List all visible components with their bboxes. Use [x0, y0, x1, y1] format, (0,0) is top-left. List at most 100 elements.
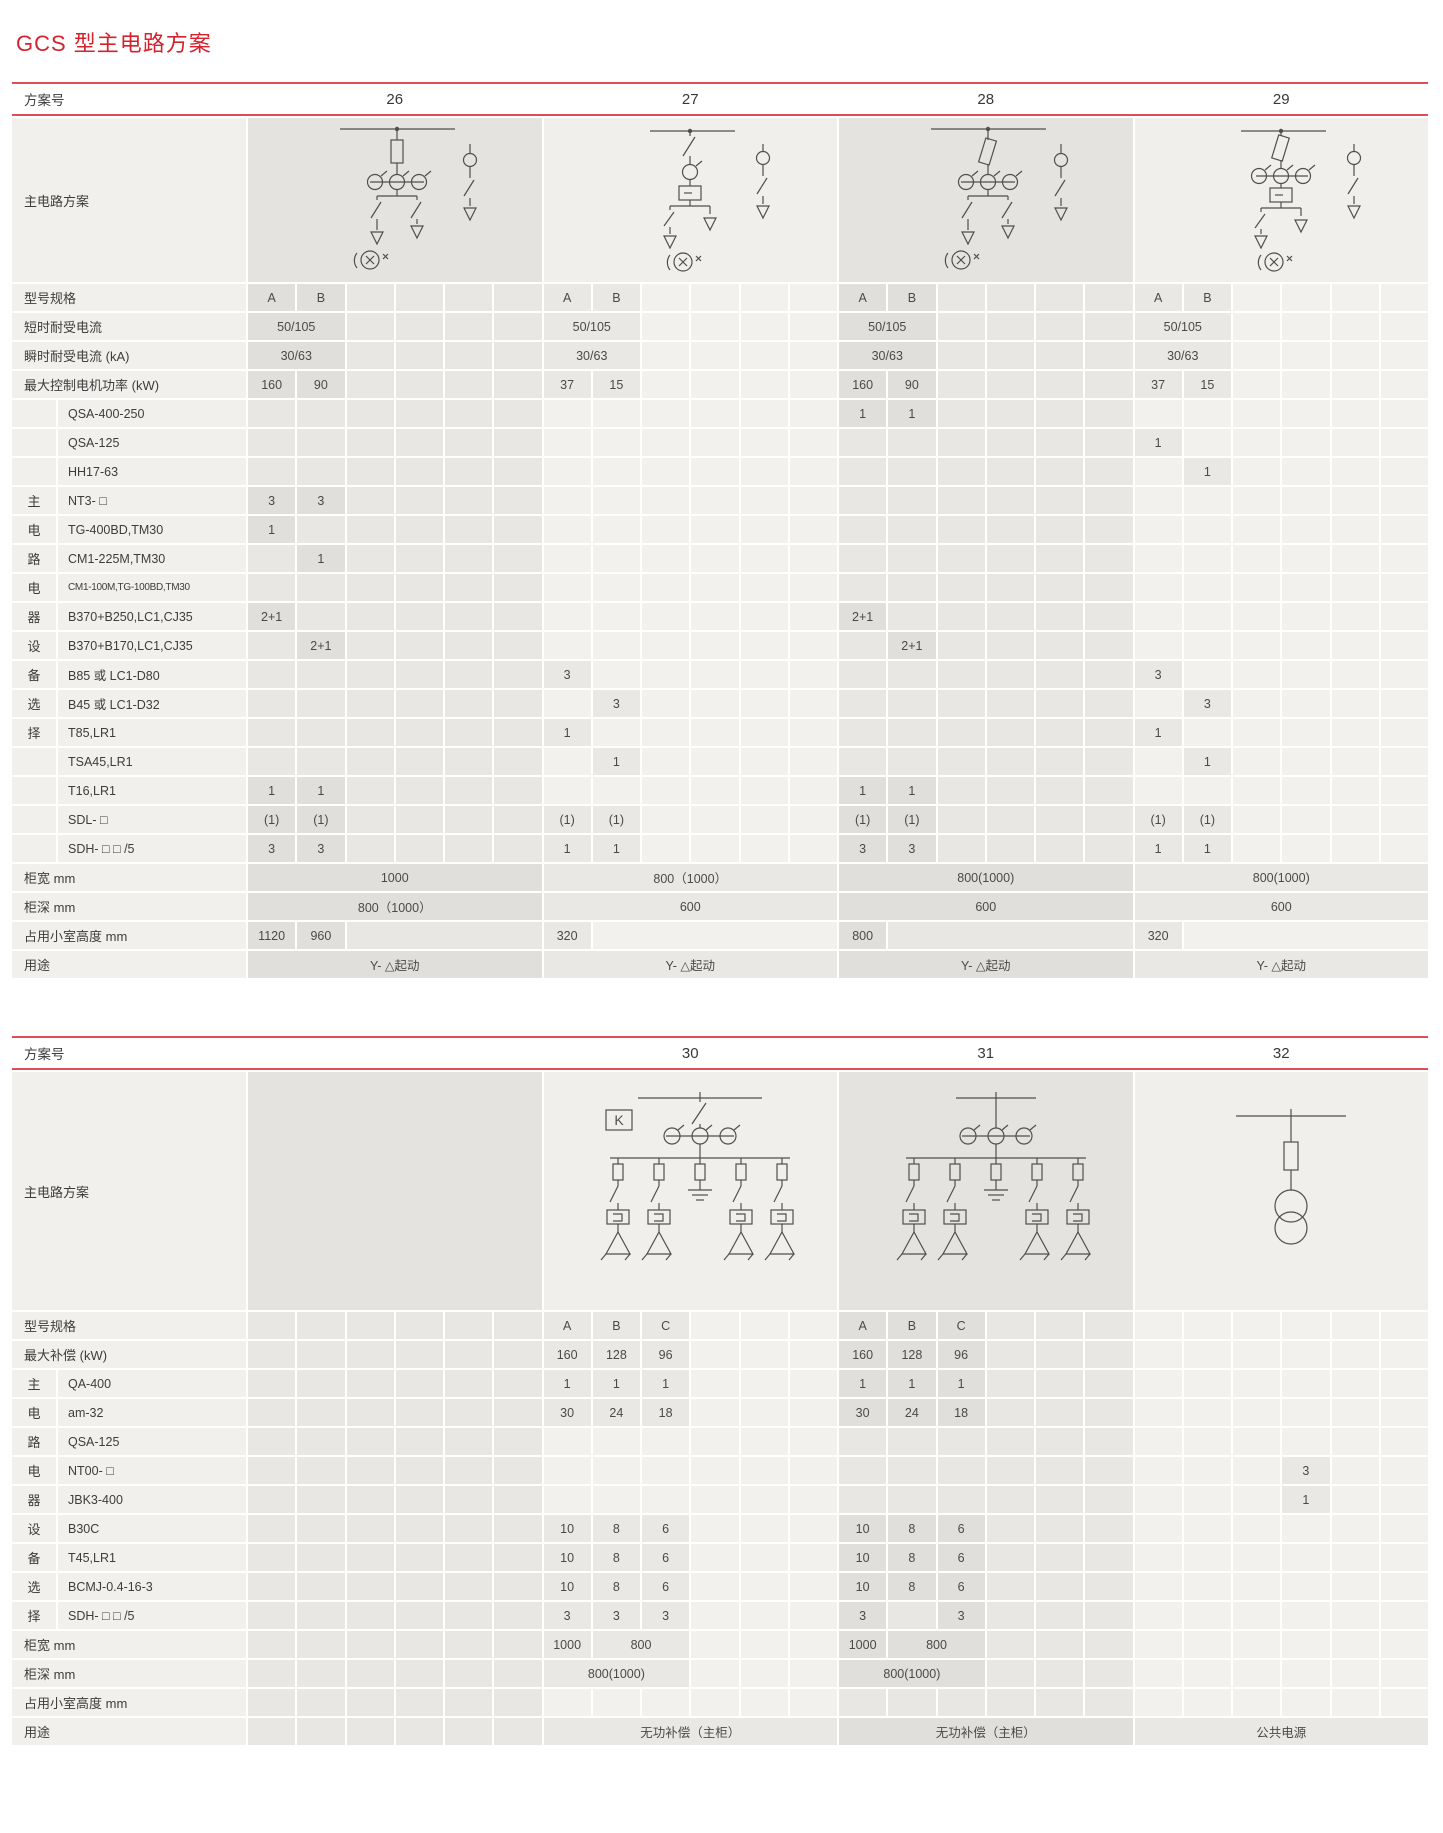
empty-cell — [1036, 1399, 1084, 1426]
empty-cell — [494, 1631, 542, 1658]
empty-cell — [592, 516, 640, 543]
empty-cell — [642, 545, 690, 572]
empty-cell — [1036, 371, 1084, 398]
empty-cell — [986, 1515, 1034, 1542]
empty-cell — [740, 1515, 788, 1542]
empty-cell — [494, 748, 542, 775]
empty-cell — [1085, 1341, 1133, 1368]
empty-cell — [445, 284, 493, 311]
empty-cell — [592, 1486, 640, 1513]
empty-cell — [297, 719, 345, 746]
empty-cell — [592, 400, 640, 427]
empty-cell — [1380, 1428, 1428, 1455]
empty-cell — [937, 516, 985, 543]
value-cell: Y- △起动 — [839, 951, 1133, 978]
value-cell: 15 — [1183, 371, 1231, 398]
row-label-group: QSA-400-250 — [12, 400, 246, 427]
empty-cell — [642, 777, 690, 804]
empty-cell — [297, 1312, 345, 1339]
empty-cell — [888, 1602, 936, 1629]
empty-cell — [1085, 1573, 1133, 1600]
empty-cell — [1183, 487, 1231, 514]
scheme-block — [839, 1428, 1133, 1455]
empty-cell — [789, 1515, 837, 1542]
scheme-block: 3 — [543, 661, 837, 688]
empty-cell — [986, 1660, 1034, 1687]
empty-cell — [592, 777, 640, 804]
scheme-block — [248, 690, 542, 717]
empty-cell — [494, 400, 542, 427]
empty-cell — [592, 545, 640, 572]
empty-cell — [494, 806, 542, 833]
empty-cell — [346, 1370, 394, 1397]
empty-cell — [986, 1573, 1034, 1600]
value-cell: A — [839, 284, 887, 311]
empty-cell — [1134, 1341, 1182, 1368]
empty-cell — [297, 1515, 345, 1542]
empty-cell — [543, 603, 591, 630]
empty-cell — [789, 1399, 837, 1426]
scheme-number-label: 方案号 — [24, 1047, 65, 1062]
empty-cell — [395, 313, 443, 340]
empty-cell — [1183, 574, 1231, 601]
value-cell: 3 — [297, 835, 345, 862]
empty-cell — [346, 719, 394, 746]
empty-cell — [395, 1370, 443, 1397]
empty-cell — [642, 284, 690, 311]
empty-cell — [1380, 777, 1428, 804]
empty-cell — [1380, 661, 1428, 688]
empty-cell — [1380, 835, 1428, 862]
empty-cell — [888, 748, 936, 775]
empty-cell — [395, 1457, 443, 1484]
empty-cell — [1036, 313, 1084, 340]
scheme-number: 26 — [386, 90, 404, 108]
scheme-block — [543, 632, 837, 659]
empty-cell — [346, 429, 394, 456]
empty-cell — [1183, 632, 1231, 659]
empty-cell — [642, 574, 690, 601]
empty-cell — [445, 719, 493, 746]
empty-cell — [494, 1718, 542, 1745]
empty-cell — [1233, 690, 1281, 717]
empty-cell — [248, 748, 296, 775]
value-cell: 800（1000） — [248, 893, 542, 920]
empty-cell — [248, 1689, 296, 1716]
equipment-name: HH17-63 — [58, 458, 246, 485]
scheme-block — [839, 1486, 1133, 1513]
empty-cell — [1233, 1341, 1281, 1368]
empty-cell — [395, 690, 443, 717]
table-row: QSA-125 1 — [12, 429, 1428, 456]
value-cell: (1) — [1134, 806, 1182, 833]
table-row: 柜深 mm 800（1000） 600 600 600 — [12, 893, 1428, 920]
table-row: 最大控制电机功率 (kW) 160 90 37 15 160 90 37 15 — [12, 371, 1428, 398]
value-cell: 1 — [592, 835, 640, 862]
value-cell: 1000 — [543, 1631, 591, 1658]
table-row: T16,LR1 1 1 1 1 — [12, 777, 1428, 804]
empty-cell — [1331, 1573, 1379, 1600]
empty-cell — [1134, 1544, 1182, 1571]
scheme-block: 1000 800 — [839, 1631, 1133, 1658]
scheme-block — [839, 458, 1133, 485]
empty-cell — [297, 1428, 345, 1455]
empty-cell — [937, 284, 985, 311]
value-cell: 800 — [592, 1631, 690, 1658]
empty-cell — [1134, 1602, 1182, 1629]
empty-cell — [543, 690, 591, 717]
empty-cell — [297, 1457, 345, 1484]
empty-cell — [494, 1341, 542, 1368]
empty-cell — [494, 603, 542, 630]
table-row: 器 JBK3-400 1 — [12, 1486, 1428, 1513]
empty-cell — [691, 1660, 739, 1687]
value-cell: 800（1000） — [543, 864, 837, 891]
row-label: 占用小室高度 mm — [12, 1689, 246, 1716]
scheme-block: 30/63 — [1134, 342, 1428, 369]
value-cell: 3 — [592, 1602, 640, 1629]
empty-cell — [1233, 1602, 1281, 1629]
empty-cell — [1085, 1689, 1133, 1716]
empty-cell — [1282, 1602, 1330, 1629]
empty-cell — [1134, 690, 1182, 717]
empty-cell — [297, 690, 345, 717]
value-cell: (1) — [248, 806, 296, 833]
value-cell: 2+1 — [297, 632, 345, 659]
